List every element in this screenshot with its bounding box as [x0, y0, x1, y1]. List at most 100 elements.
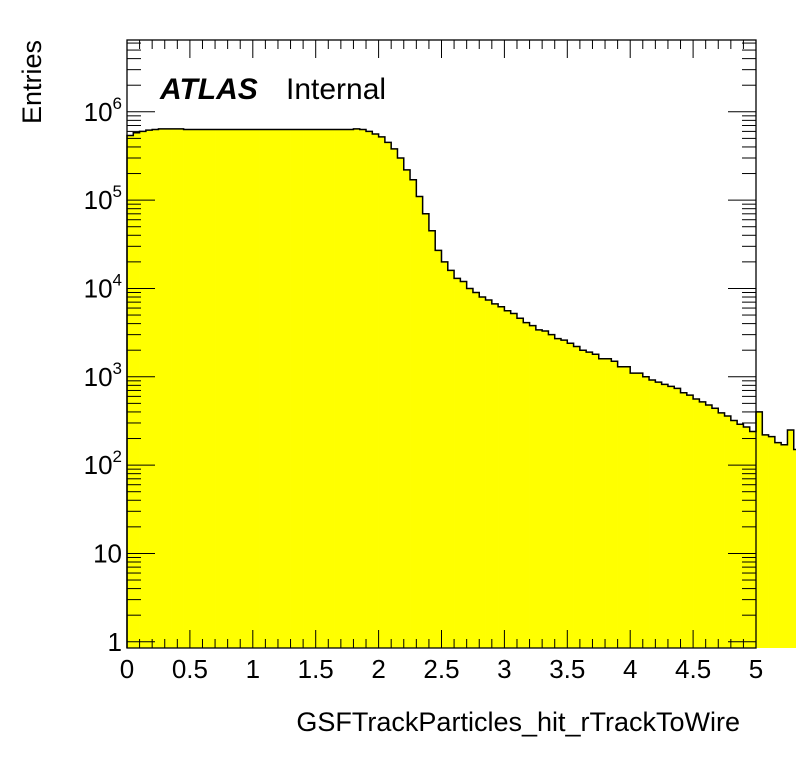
histogram-bin [711, 408, 719, 648]
histogram-bin [623, 366, 631, 648]
histogram-bin [642, 376, 650, 648]
histogram-outline [126, 128, 796, 648]
histogram-bin [303, 129, 310, 649]
histogram-bin [208, 129, 216, 649]
histogram-bin [548, 334, 556, 648]
x-tick-label: 2.5 [423, 654, 459, 684]
x-tick-label: 4.5 [675, 654, 711, 684]
histogram-bin [579, 350, 587, 648]
y-tick-base: 10 [84, 185, 113, 215]
histogram-bin [441, 261, 449, 648]
histogram-bin [227, 129, 235, 649]
y-tick-label: 102 [84, 447, 122, 480]
histogram-bin [240, 129, 247, 649]
histogram-bin [485, 300, 493, 648]
histogram-bin [693, 399, 700, 648]
atlas-label: ATLAS [159, 73, 258, 106]
histogram-bin [366, 131, 373, 648]
histogram-bin [529, 325, 537, 648]
x-tick-label: 1.5 [298, 654, 334, 684]
x-tick-label: 3 [497, 654, 511, 684]
histogram-bin [542, 330, 549, 648]
histogram-bin [680, 392, 688, 648]
histogram-bin [403, 169, 411, 648]
histogram-bin [252, 129, 260, 649]
x-tick-label: 1 [246, 654, 260, 684]
histogram-bin [636, 373, 644, 648]
histogram-bin [221, 129, 228, 649]
histogram-bin [573, 346, 581, 648]
histogram-bin [630, 373, 637, 648]
histogram-bin [290, 129, 298, 649]
y-tick-exponent: 6 [113, 94, 122, 113]
histogram-bin [737, 424, 744, 648]
histogram-bin [743, 427, 751, 648]
histogram-bin [435, 250, 442, 648]
histogram-bin [410, 179, 417, 648]
y-tick-exponent: 2 [113, 447, 122, 466]
histogram-bin [730, 420, 738, 648]
histogram-bin [554, 338, 562, 648]
histogram-bin [598, 358, 606, 648]
histogram-bin [372, 134, 379, 648]
x-axis-ticks: 0 0.5 1 1.5 2 2.5 3 3.5 4 4.5 5 [120, 40, 763, 684]
y-tick-exponent: 5 [113, 182, 122, 201]
histogram-bin [523, 322, 530, 648]
histogram-bin [447, 270, 455, 648]
x-axis-title: GSFTrackParticles_hit_rTrackToWire [296, 707, 740, 737]
histogram-bin [705, 404, 713, 648]
x-tick-label: 5 [749, 654, 763, 684]
histogram-bin [504, 310, 512, 648]
histogram-bin [233, 129, 241, 649]
histogram-bin [183, 129, 191, 649]
y-tick-label: 105 [84, 182, 122, 215]
histogram-bin [749, 431, 757, 648]
histogram-bin [334, 129, 342, 649]
y-tick-label: 103 [84, 359, 122, 392]
histogram-bin [586, 352, 593, 648]
x-tick-label: 4 [623, 654, 637, 684]
histogram-bin [605, 358, 612, 648]
histogram-bin [661, 384, 669, 648]
y-tick-exponent: 3 [113, 359, 122, 378]
histogram-bin [152, 129, 159, 649]
histogram-bin [762, 434, 769, 648]
histogram-bin [768, 436, 776, 648]
x-tick-label: 2 [371, 654, 385, 684]
x-tick-label: 0.5 [172, 654, 208, 684]
histogram-bin [202, 129, 210, 649]
x-tick-label: 3.5 [549, 654, 585, 684]
histogram-bin [674, 388, 681, 648]
histogram-bin [416, 196, 423, 648]
histogram-bin [756, 411, 763, 648]
histogram-bin [498, 306, 505, 648]
y-axis-title: Entries [17, 40, 47, 124]
y-tick-label: 106 [84, 94, 122, 127]
histogram-bars [126, 128, 796, 649]
histogram-bin [359, 129, 367, 649]
histogram-bin [686, 395, 694, 648]
histogram-bin [196, 129, 203, 649]
histogram-bin [340, 129, 348, 649]
histogram-bin [454, 278, 461, 648]
y-tick-base: 10 [84, 450, 113, 480]
histogram-bin [391, 148, 398, 648]
histogram-bin [516, 318, 524, 648]
histogram-bin [535, 329, 543, 648]
histogram-bin [321, 129, 329, 649]
histogram-bin [699, 401, 707, 648]
histogram-bin [158, 128, 166, 648]
histogram-bin [271, 129, 279, 649]
histogram-bin [259, 129, 266, 649]
histogram-bin [510, 313, 518, 648]
histogram-bin [397, 157, 405, 648]
histogram-bin [781, 444, 788, 648]
histogram-bin [617, 366, 625, 648]
histogram-bin [171, 128, 178, 648]
y-tick-exponent: 4 [113, 270, 122, 289]
y-tick-label: 10 [93, 538, 122, 568]
histogram-bin [384, 142, 392, 648]
histogram-bin [246, 129, 254, 649]
histogram-bin [592, 354, 600, 648]
histogram-bin [284, 129, 291, 649]
